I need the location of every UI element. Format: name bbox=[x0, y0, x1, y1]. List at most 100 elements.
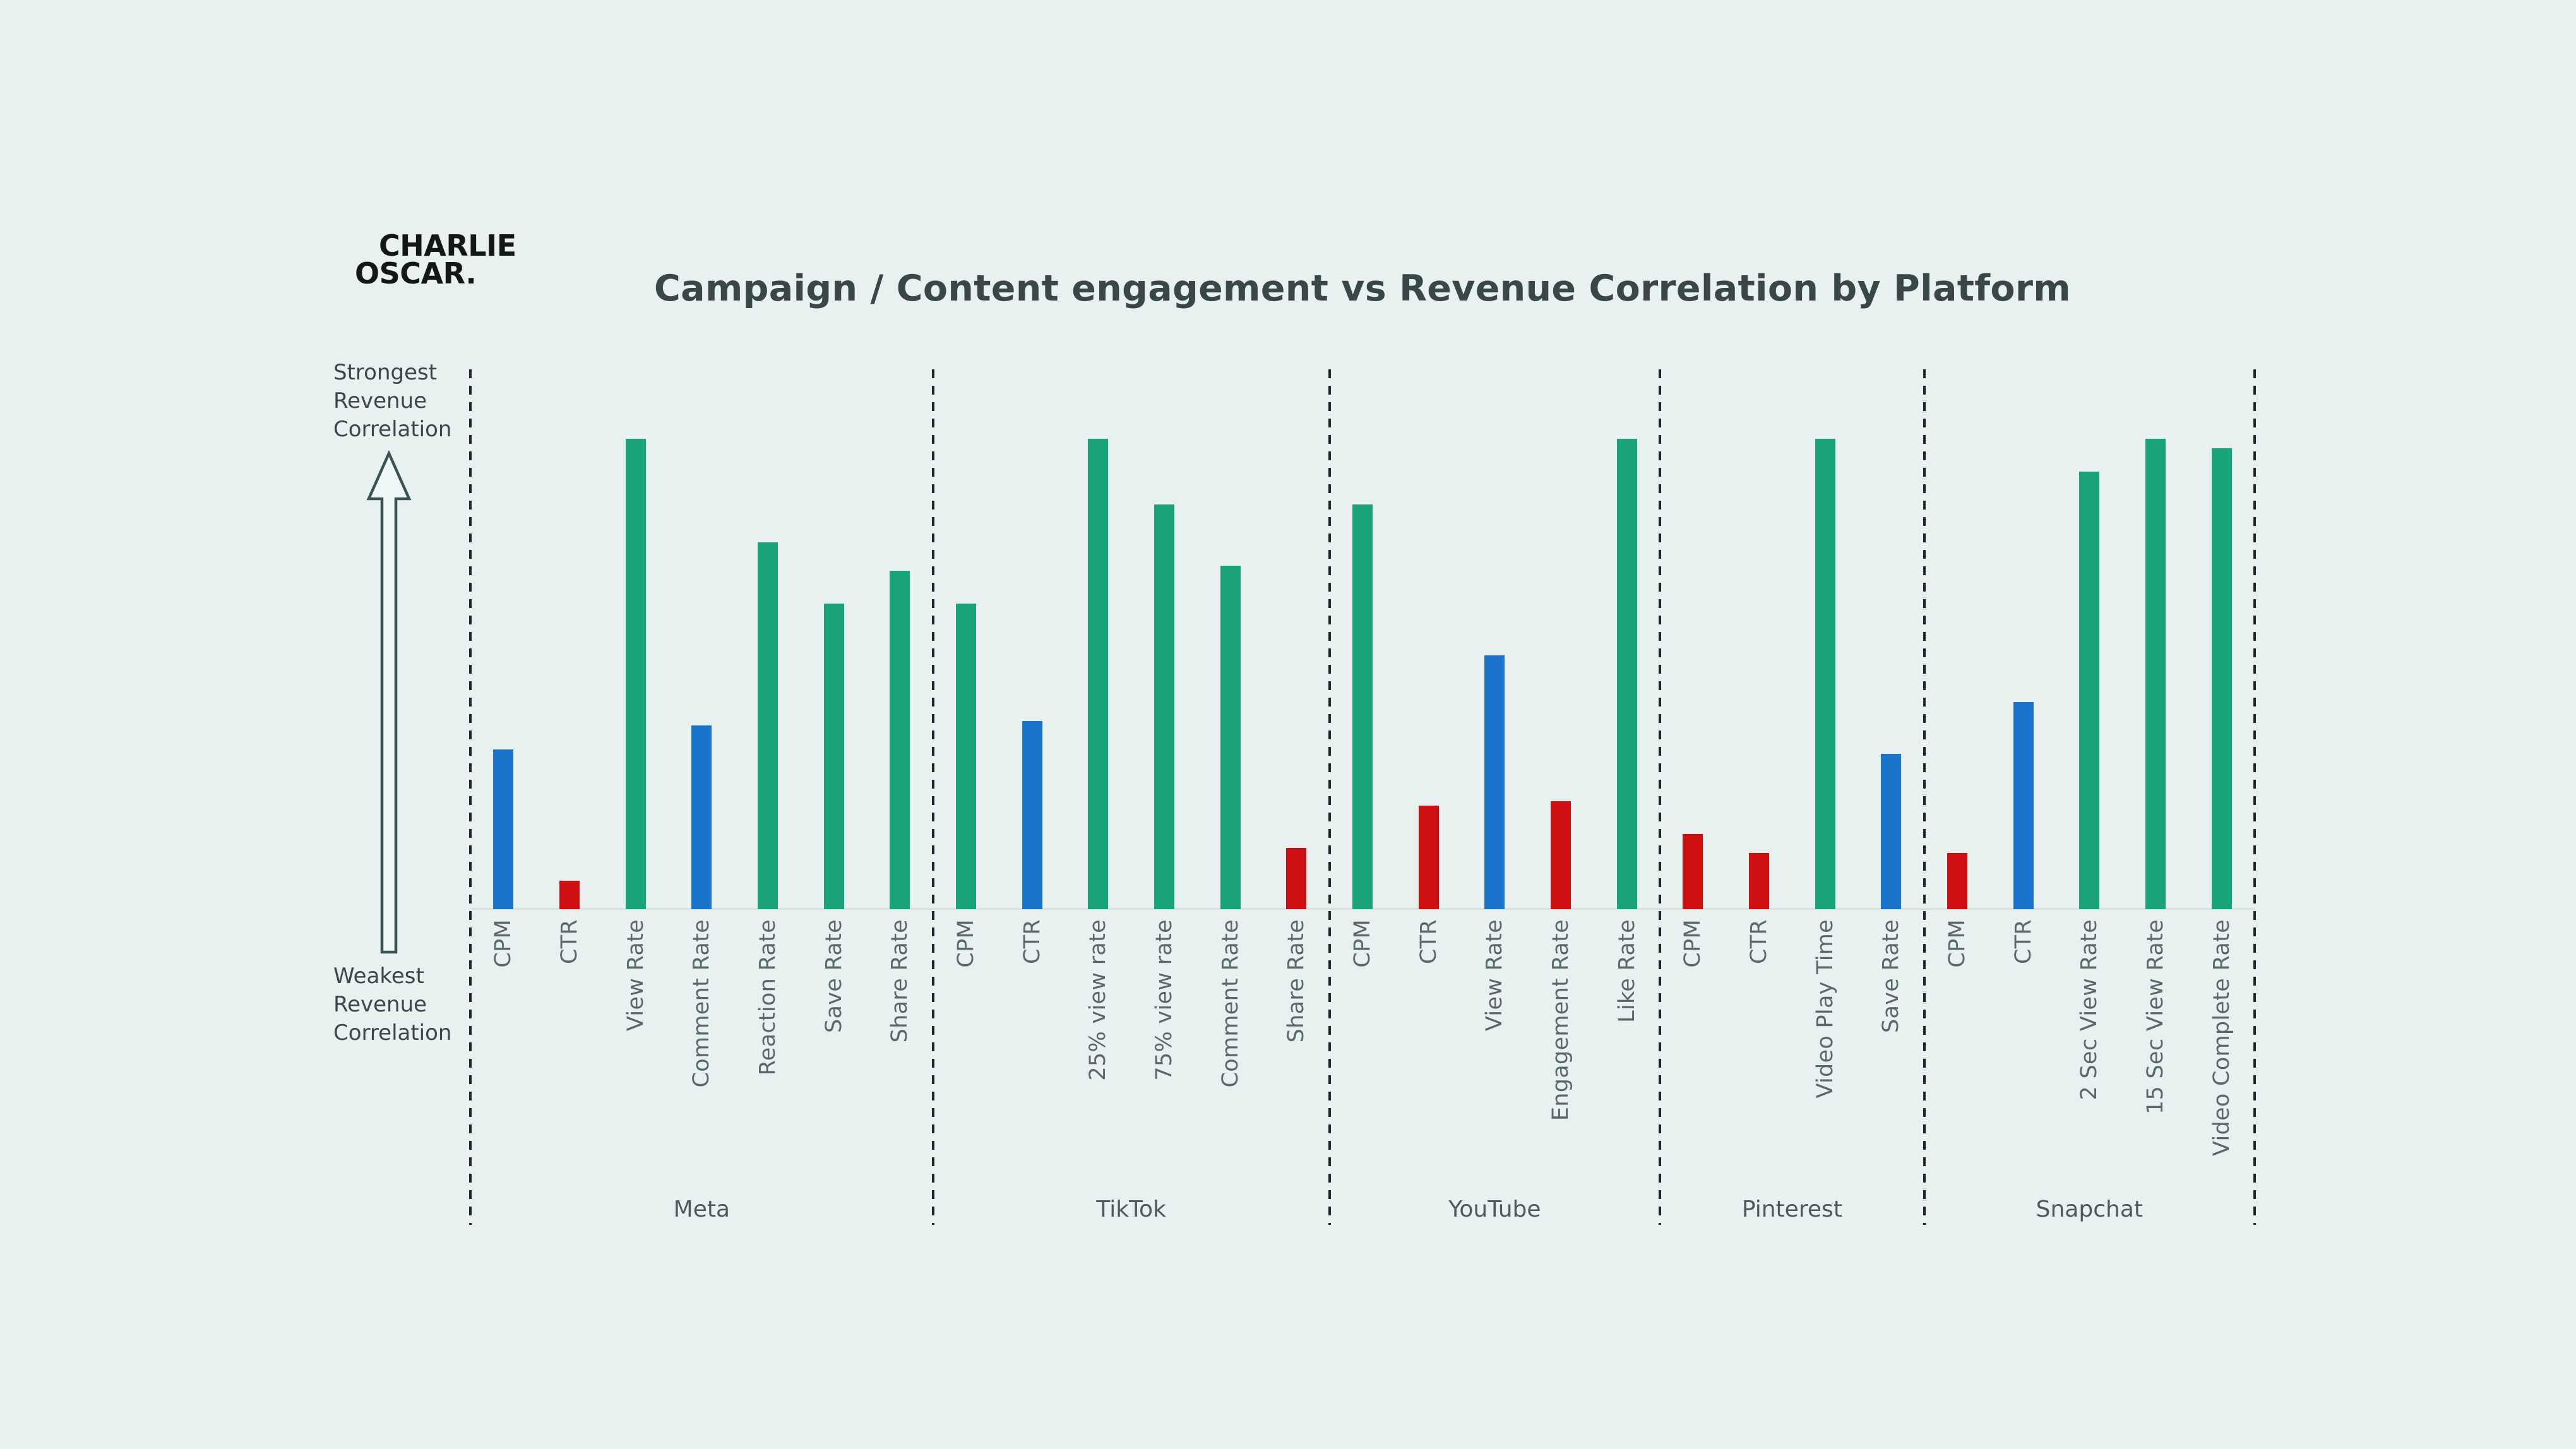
bar-tiktok-cpm bbox=[956, 604, 976, 909]
x-tick-label-meta-ctr: CTR bbox=[557, 919, 582, 965]
bar-slot bbox=[1924, 369, 1991, 909]
x-tick-label-youtube-cpm: CPM bbox=[1350, 919, 1375, 968]
bars-zone bbox=[470, 369, 933, 909]
bar-snapchat-15-sec-view-rate bbox=[2145, 439, 2166, 909]
charlie-oscar-logo: CHARLIE OSCAR. bbox=[355, 231, 516, 290]
bar-meta-comment-rate bbox=[691, 725, 712, 909]
bar-slot bbox=[1660, 369, 1726, 909]
x-tick-label-snapchat-video-complete-rate: Video Complete Rate bbox=[2209, 919, 2234, 1156]
bar-snapchat-video-complete-rate bbox=[2211, 448, 2232, 909]
platform-label-tiktok: TikTok bbox=[1096, 1196, 1166, 1222]
bar-tiktok-comment-rate bbox=[1220, 566, 1241, 909]
bar-snapchat-2-sec-view-rate bbox=[2079, 472, 2100, 909]
x-tick-label-tiktok-comment-rate: Comment Rate bbox=[1217, 919, 1243, 1088]
bar-tiktok-ctr bbox=[1022, 721, 1042, 909]
x-tick-label-youtube-ctr: CTR bbox=[1416, 919, 1441, 965]
label-slot: View Rate bbox=[602, 919, 669, 1031]
x-tick-label-meta-save-rate: Save Rate bbox=[821, 919, 847, 1033]
y-axis-label-weakest: Weakest Revenue Correlation bbox=[333, 963, 452, 1046]
bar-groups-container: CPM CTR View Rate Comment Rate Reaction Rate… bbox=[469, 369, 2256, 1225]
x-tick-label-pinterest-save-rate: Save Rate bbox=[1878, 919, 1904, 1033]
bar-slot bbox=[999, 369, 1065, 909]
bar-youtube-view-rate bbox=[1484, 655, 1505, 909]
group-separator bbox=[1328, 369, 1331, 1225]
bar-snapchat-ctr bbox=[2013, 702, 2034, 909]
x-tick-label-tiktok-cpm: CPM bbox=[953, 919, 979, 968]
bar-slot bbox=[867, 369, 933, 909]
bar-youtube-cpm bbox=[1352, 504, 1373, 909]
bar-snapchat-cpm bbox=[1947, 853, 1967, 909]
label-slot: Reaction Rate bbox=[735, 919, 801, 1075]
label-slot: 25% view rate bbox=[1065, 919, 1131, 1081]
bar-slot bbox=[1197, 369, 1263, 909]
platform-label-snapchat: Snapchat bbox=[2036, 1196, 2144, 1222]
bar-slot bbox=[1792, 369, 1858, 909]
x-tick-label-pinterest-cpm: CPM bbox=[1680, 919, 1706, 968]
bar-slot bbox=[669, 369, 735, 909]
bar-slot bbox=[537, 369, 603, 909]
logo-line-2: OSCAR. bbox=[355, 256, 477, 290]
bar-pinterest-cpm bbox=[1683, 834, 1703, 909]
bar-slot bbox=[602, 369, 669, 909]
bar-slot bbox=[2056, 369, 2123, 909]
x-tick-label-snapchat-ctr: CTR bbox=[2010, 919, 2036, 965]
bar-slot bbox=[1330, 369, 1396, 909]
label-slot: Share Rate bbox=[867, 919, 933, 1042]
platform-label-youtube: YouTube bbox=[1448, 1196, 1541, 1222]
label-slot: CPM bbox=[1924, 919, 1991, 968]
platform-label-pinterest: Pinterest bbox=[1741, 1196, 1842, 1222]
group-separator bbox=[1923, 369, 1926, 1225]
bar-meta-share-rate bbox=[890, 571, 910, 909]
plot-area: CPM CTR View Rate Comment Rate Reaction Rate… bbox=[469, 369, 2256, 1225]
platform-group-meta: CPM CTR View Rate Comment Rate Reaction Rate… bbox=[469, 369, 933, 1225]
label-slot: Video Complete Rate bbox=[2188, 919, 2255, 1156]
bar-youtube-ctr bbox=[1418, 806, 1439, 909]
x-tick-label-youtube-like-rate: Like Rate bbox=[1614, 919, 1640, 1023]
bar-pinterest-save-rate bbox=[1881, 754, 1902, 909]
label-slot: CTR bbox=[999, 919, 1065, 964]
x-tick-label-tiktok-share-rate: Share Rate bbox=[1284, 919, 1309, 1043]
bar-meta-view-rate bbox=[625, 439, 646, 909]
bar-slot bbox=[1395, 369, 1462, 909]
labels-zone: CPM CTR View Rate Comment Rate Reaction Rate… bbox=[470, 909, 933, 1225]
bars-zone bbox=[933, 369, 1330, 909]
bar-slot bbox=[470, 369, 537, 909]
label-slot: Engagement Rate bbox=[1528, 919, 1594, 1121]
bar-pinterest-video-play-time bbox=[1815, 439, 1835, 909]
labels-zone: CPM CTR View Rate Engagement Rate Like Rate bbox=[1330, 909, 1660, 1225]
label-slot: 15 Sec View Rate bbox=[2123, 919, 2189, 1114]
y-axis-label-strongest: Strongest Revenue Correlation bbox=[333, 360, 452, 442]
bar-slot bbox=[1990, 369, 2056, 909]
bar-meta-reaction-rate bbox=[758, 542, 778, 909]
x-tick-label-snapchat-cpm: CPM bbox=[1945, 919, 1970, 968]
bar-slot bbox=[1858, 369, 1924, 909]
label-slot: CPM bbox=[1330, 919, 1396, 968]
label-slot: Video Play Time bbox=[1792, 919, 1858, 1098]
bar-slot bbox=[1131, 369, 1198, 909]
bars-zone bbox=[1924, 369, 2255, 909]
bar-slot bbox=[2123, 369, 2189, 909]
x-tick-label-tiktok-75-view-rate: 75% view rate bbox=[1152, 919, 1178, 1081]
bar-meta-save-rate bbox=[823, 604, 844, 909]
bar-slot bbox=[1462, 369, 1528, 909]
bar-tiktok-share-rate bbox=[1286, 848, 1307, 909]
labels-zone: CPM CTR 25% view rate 75% view rate Comment … bbox=[933, 909, 1330, 1225]
label-slot: CPM bbox=[1660, 919, 1726, 968]
label-slot: Comment Rate bbox=[1197, 919, 1263, 1087]
x-tick-label-tiktok-ctr: CTR bbox=[1019, 919, 1045, 965]
x-tick-label-meta-view-rate: View Rate bbox=[623, 919, 648, 1032]
label-slot: 75% view rate bbox=[1131, 919, 1198, 1081]
label-slot: 2 Sec View Rate bbox=[2056, 919, 2123, 1100]
bar-slot bbox=[801, 369, 867, 909]
label-slot: CTR bbox=[1726, 919, 1792, 964]
up-arrow-icon bbox=[361, 450, 417, 958]
bar-slot bbox=[1065, 369, 1131, 909]
label-slot: CTR bbox=[537, 919, 603, 964]
x-tick-label-meta-share-rate: Share Rate bbox=[887, 919, 913, 1043]
bar-youtube-like-rate bbox=[1616, 439, 1637, 909]
bars-zone bbox=[1330, 369, 1660, 909]
label-slot: Save Rate bbox=[1858, 919, 1924, 1033]
platform-group-pinterest: CPM CTR Video Play Time Save Rate Pinterest bbox=[1659, 369, 1924, 1225]
platform-group-youtube: CPM CTR View Rate Engagement Rate Like Rate Y… bbox=[1328, 369, 1660, 1225]
